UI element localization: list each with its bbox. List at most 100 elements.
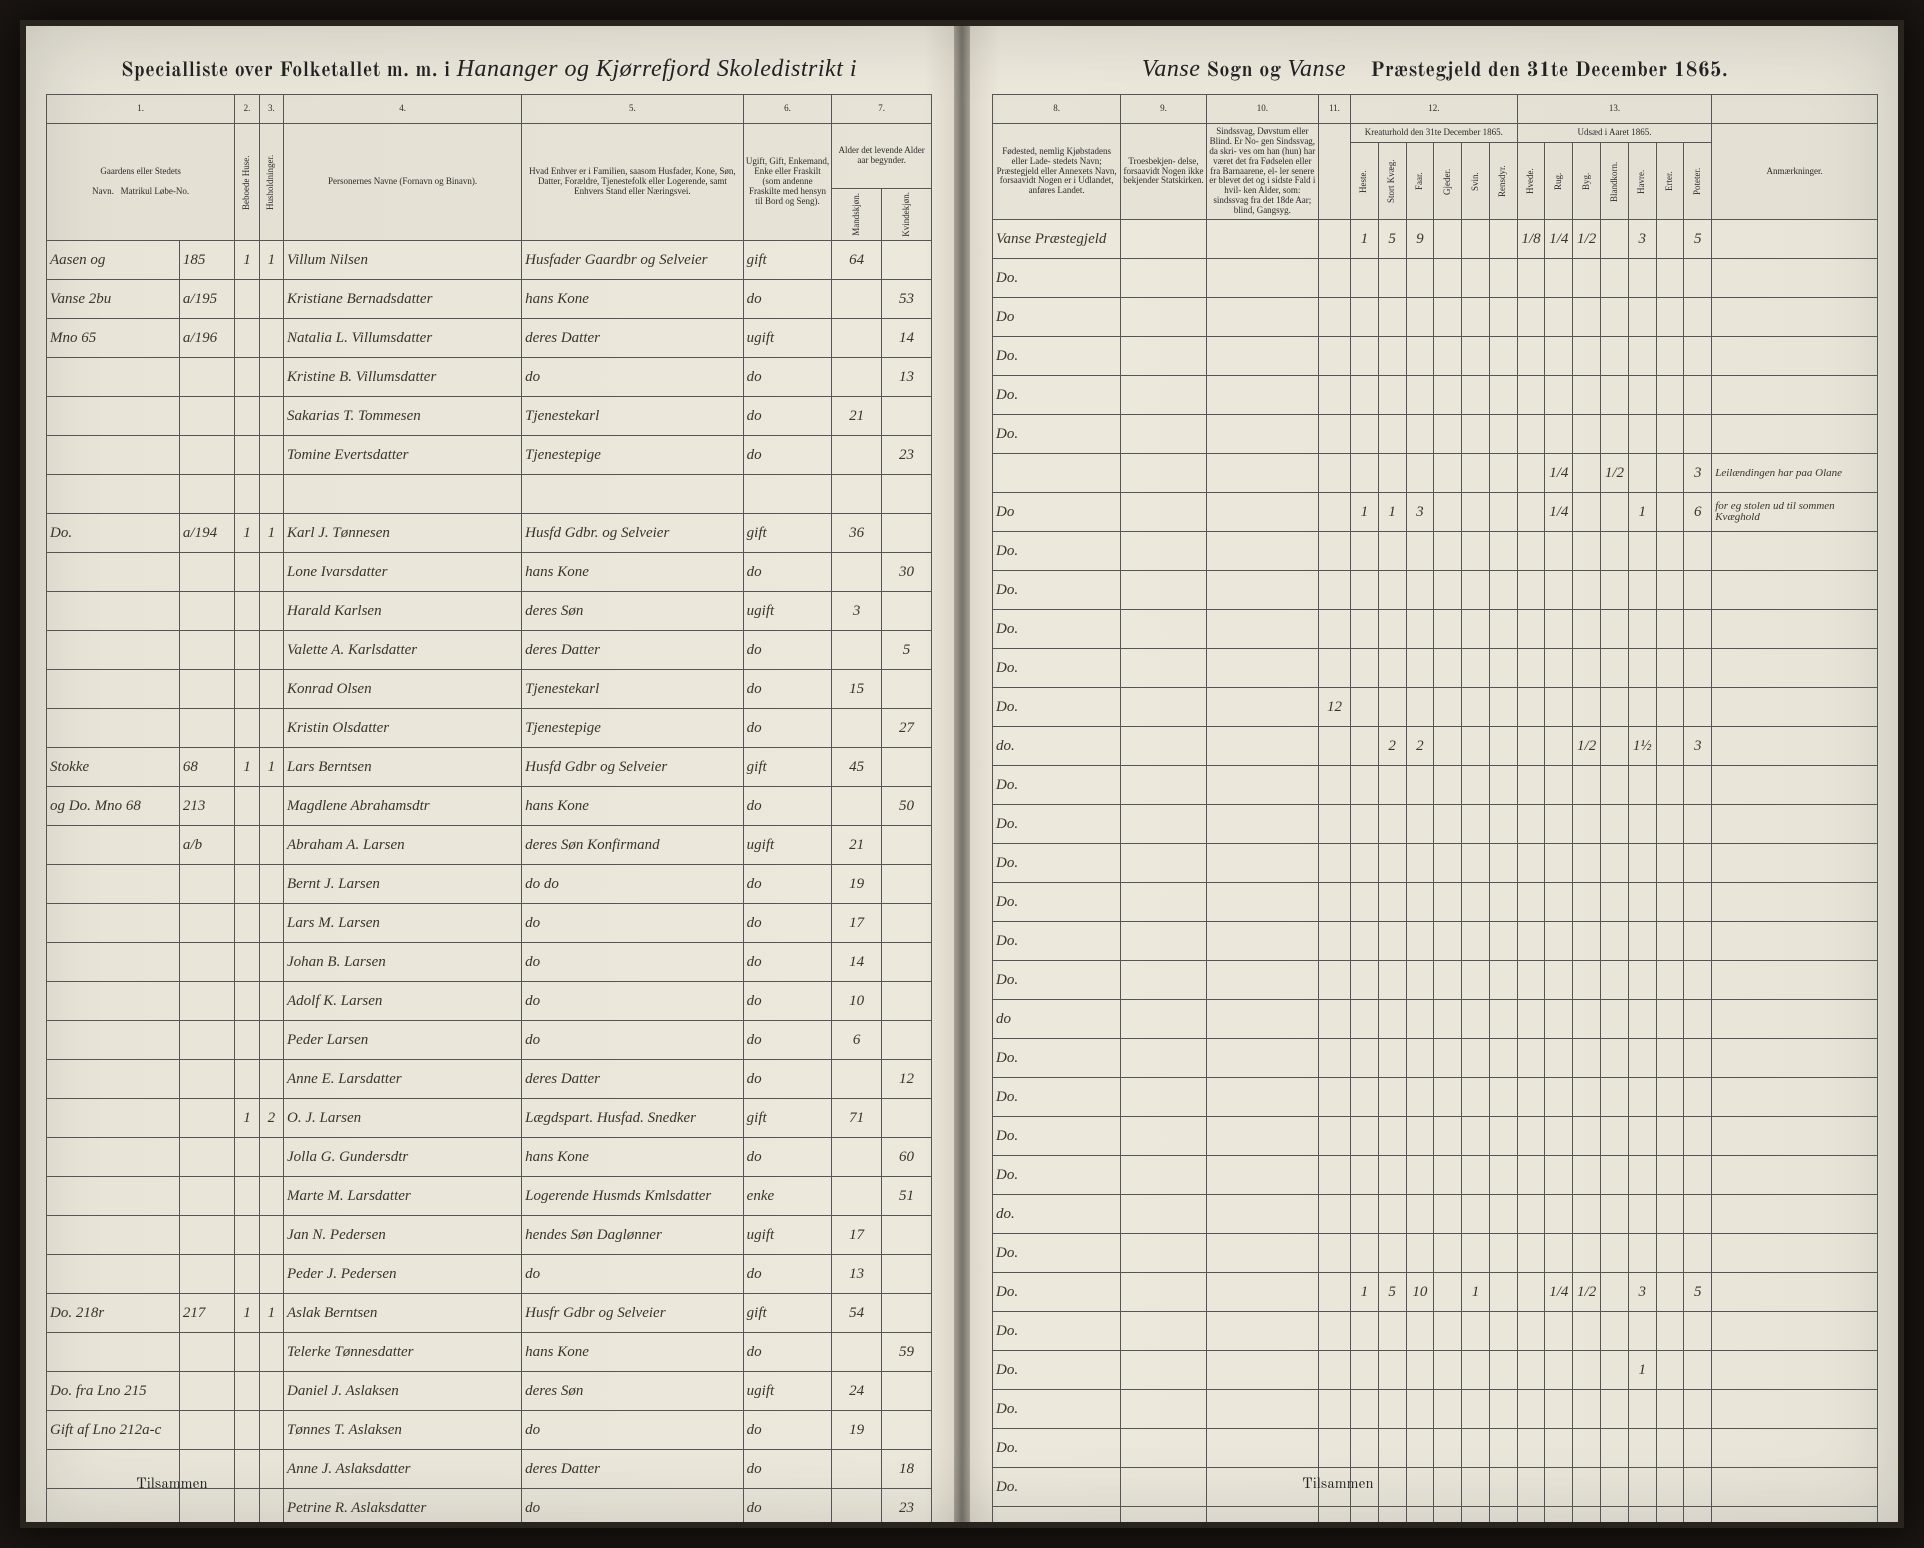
h-sivil: Ugift, Gift, Enkemand, Enke eller Fraski… (743, 124, 832, 241)
cell: deres Datter (522, 1060, 744, 1099)
sub-col-label: Erter. (1656, 143, 1684, 220)
cell (1318, 493, 1350, 532)
cell: 1/4 (1545, 454, 1573, 493)
cell (1573, 493, 1601, 532)
sub-col-label: Gjeder. (1434, 143, 1462, 220)
table-row: Johan B. Larsendodo14 (47, 943, 932, 982)
cell (1121, 844, 1206, 883)
cell (832, 319, 882, 358)
cell (1318, 727, 1350, 766)
table-row: Do. (993, 376, 1878, 415)
cell (1206, 844, 1318, 883)
cell: 5 (1378, 1273, 1406, 1312)
cell (179, 1216, 234, 1255)
cell (1517, 1273, 1545, 1312)
cell: 3 (1684, 454, 1712, 493)
cell: 10 (1406, 1273, 1434, 1312)
cell: deres Datter (522, 319, 744, 358)
cell (1434, 415, 1462, 454)
cell (1406, 532, 1434, 571)
table-row: Do. (993, 961, 1878, 1000)
cell (1656, 1351, 1684, 1390)
cell: gift (743, 241, 832, 280)
cell (1434, 1273, 1462, 1312)
cell (47, 397, 180, 436)
cell (1489, 298, 1517, 337)
cell (1121, 1390, 1206, 1429)
cell: 24 (832, 1372, 882, 1411)
header-district: Hananger og Kjørrefjord Skoledistrikt i (457, 56, 857, 82)
cell (1628, 1156, 1656, 1195)
cell (1684, 1468, 1712, 1507)
cell (1206, 493, 1318, 532)
cell (1656, 649, 1684, 688)
cell (1406, 1429, 1434, 1468)
cell (179, 1333, 234, 1372)
cell: 3 (1406, 493, 1434, 532)
table-row: Marte M. LarsdatterLogerende Husmds Kmls… (47, 1177, 932, 1216)
cell (1545, 766, 1573, 805)
cell (1517, 415, 1545, 454)
cell (1684, 1390, 1712, 1429)
cell (235, 709, 259, 748)
cell (1712, 259, 1878, 298)
cell (259, 1255, 283, 1294)
cell (1489, 1195, 1517, 1234)
cell: do (993, 1000, 1121, 1039)
cell (1545, 415, 1573, 454)
cell (1712, 532, 1878, 571)
left-footer-label: Tilsammen (136, 1475, 208, 1494)
cell (1628, 376, 1656, 415)
cell: 3 (832, 592, 882, 631)
cell (1206, 1312, 1318, 1351)
cell (1462, 610, 1490, 649)
cell (1573, 1156, 1601, 1195)
cell (1656, 1429, 1684, 1468)
cell: hans Kone (522, 1333, 744, 1372)
table-row: Do. fra Lno 215Daniel J. Aslaksenderes S… (47, 1372, 932, 1411)
cell (1601, 1039, 1629, 1078)
cell (882, 748, 932, 787)
cell (1350, 610, 1378, 649)
cell: Do. (993, 1117, 1121, 1156)
cell: a/195 (179, 280, 234, 319)
cell (1545, 1312, 1573, 1351)
cell: 1 (1378, 493, 1406, 532)
cell (1434, 1078, 1462, 1117)
cell (1601, 1429, 1629, 1468)
cell: Leilændingen har paa Olane (1712, 454, 1878, 493)
cell (1434, 961, 1462, 1000)
cell (882, 1294, 932, 1333)
cell (1406, 961, 1434, 1000)
cell (1489, 1039, 1517, 1078)
cell (1350, 649, 1378, 688)
cell (1318, 649, 1350, 688)
cell (47, 1333, 180, 1372)
cell: Do. (993, 1390, 1121, 1429)
cell: 3 (1628, 220, 1656, 259)
cell: og Do. Mno 68 (47, 787, 180, 826)
cell (235, 904, 259, 943)
cell (1628, 1429, 1656, 1468)
cell (1121, 298, 1206, 337)
cell (1434, 571, 1462, 610)
cell (1406, 844, 1434, 883)
table-row: Adolf K. Larsendodo10 (47, 982, 932, 1021)
colnum-1: 1. (47, 95, 235, 124)
cell: do (743, 982, 832, 1021)
right-header: Vanse Sogn og Vanse Præstegjeld den 31te… (992, 56, 1878, 84)
cell (993, 454, 1121, 493)
table-row: Harald Karlsenderes Sønugift3 (47, 592, 932, 631)
cell: 60 (882, 1138, 932, 1177)
cell (1712, 649, 1878, 688)
cell (1350, 688, 1378, 727)
cell (259, 1450, 283, 1489)
cell: 17 (832, 1216, 882, 1255)
cell: 13 (832, 1255, 882, 1294)
cell: Sakarias T. Tommesen (284, 397, 522, 436)
cell: Gift af Lno 212a-c (47, 1411, 180, 1450)
cell (1462, 1078, 1490, 1117)
cell: hans Kone (522, 553, 744, 592)
cell: 2 (1406, 727, 1434, 766)
cell (1684, 844, 1712, 883)
